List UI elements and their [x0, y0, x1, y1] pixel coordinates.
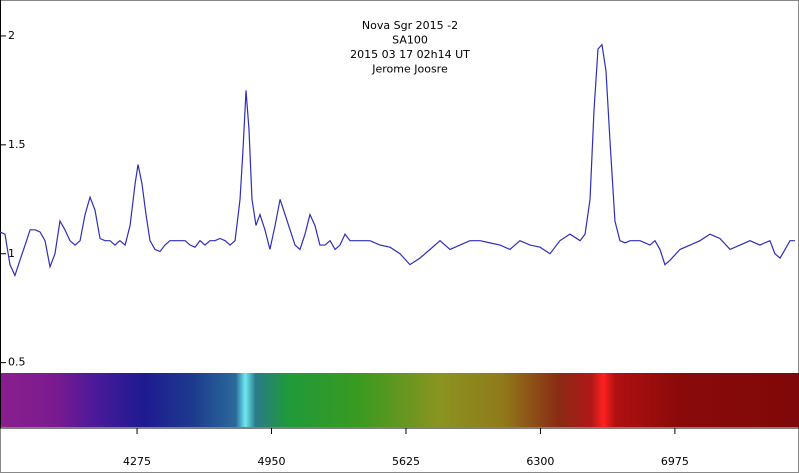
x-tick-label: 6975 [661, 455, 689, 468]
y-tick-label: 2 [8, 29, 15, 42]
title-line: Jerome Joosre [371, 63, 448, 76]
spectrum-band [0, 373, 799, 427]
spectrum-line [0, 43, 796, 278]
x-tick-label: 4950 [258, 455, 286, 468]
x-tick-label: 4275 [123, 455, 151, 468]
x-tick-label: 6300 [526, 455, 554, 468]
title-line: 2015 03 17 02h14 UT [350, 48, 470, 61]
y-tick-label: 1.5 [8, 138, 26, 151]
title-line: Nova Sgr 2015 -2 [362, 19, 458, 32]
title-line: SA100 [392, 34, 428, 47]
x-tick-label: 5625 [392, 455, 420, 468]
y-tick-label: 0.5 [8, 356, 26, 369]
y-tick-label: 1 [8, 247, 15, 260]
